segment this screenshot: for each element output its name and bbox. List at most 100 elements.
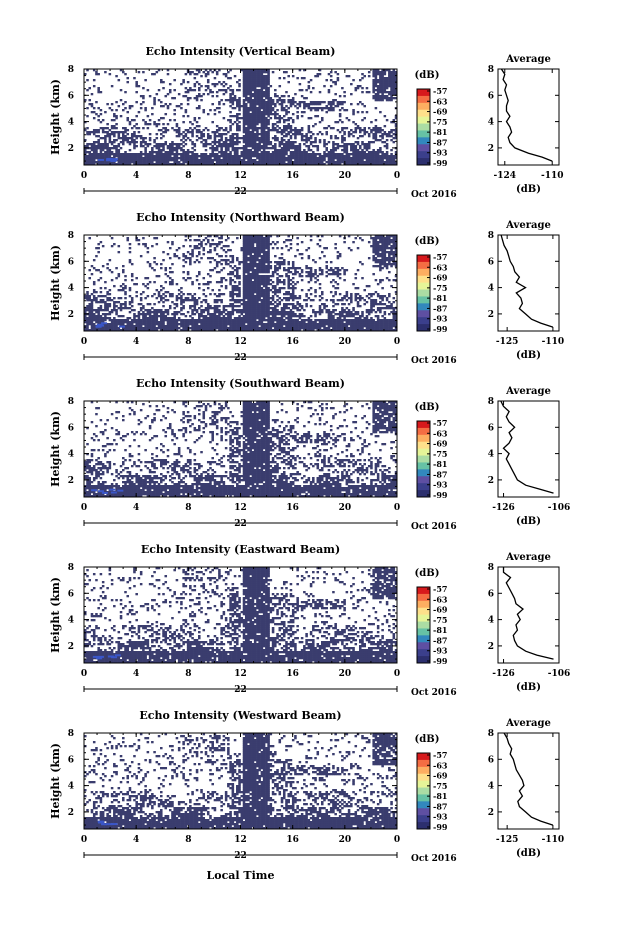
heatmap-cell [133, 141, 136, 144]
heatmap-cell [258, 303, 261, 306]
heatmap-cell [213, 133, 217, 136]
heatmap-cell [260, 129, 264, 132]
heatmap-cell [206, 137, 210, 140]
heatmap-cell [358, 135, 362, 138]
heatmap-cell [119, 137, 123, 140]
heatmap-cell [345, 159, 349, 162]
heatmap-cell [291, 157, 295, 160]
heatmap-cell [115, 325, 118, 328]
heatmap-cell [146, 329, 150, 332]
heatmap-cell [233, 155, 237, 158]
heatmap-cell [164, 295, 168, 298]
heatmap-cell [182, 115, 185, 118]
heatmap-cell [314, 123, 317, 126]
heatmap-cell [242, 107, 246, 110]
heatmap-cell [90, 161, 94, 164]
heatmap-cell [274, 289, 277, 292]
heatmap-cell [267, 303, 270, 306]
heatmap-cell [260, 275, 264, 278]
heatmap-cell [383, 89, 387, 92]
heatmap-cell [374, 71, 378, 74]
heatmap-cell [269, 155, 273, 158]
heatmap-cell [189, 89, 192, 92]
heatmap-cell [211, 323, 214, 326]
heatmap-cell [258, 263, 261, 266]
heatmap-cell [124, 321, 127, 324]
heatmap-cell [137, 85, 141, 88]
heatmap-cell [294, 105, 297, 108]
heatmap-cell [168, 317, 172, 320]
heatmap-cell [374, 93, 378, 96]
heatmap-cell [298, 163, 302, 166]
heatmap-cell [90, 311, 94, 314]
heatmap-cell [358, 157, 362, 160]
heatmap-cell [204, 323, 208, 326]
heatmap-cell [195, 329, 199, 332]
heatmap-cell [164, 317, 168, 320]
heatmap-cell [110, 327, 114, 330]
heatmap-cell [350, 145, 353, 148]
heatmap-cell [233, 141, 237, 144]
heatmap-cell [95, 327, 98, 330]
heatmap-cell [182, 293, 185, 296]
heatmap-cell [209, 317, 212, 320]
heatmap-cell [244, 141, 248, 144]
heatmap-cell [142, 127, 145, 130]
heatmap-cell [90, 305, 94, 308]
heatmap-cell [231, 159, 235, 162]
heatmap-cell [242, 261, 246, 264]
heatmap-cell [166, 317, 170, 320]
heatmap-cell [218, 157, 221, 160]
heatmap-cell [240, 163, 244, 166]
heatmap-cell [244, 151, 248, 154]
heatmap-cell [115, 147, 118, 150]
heatmap-cell [242, 257, 246, 260]
heatmap-cell [204, 149, 208, 152]
heatmap-cell [238, 109, 241, 112]
heatmap-cell [198, 71, 201, 74]
heatmap-cell [227, 163, 230, 166]
heatmap-cell [198, 273, 201, 276]
heatmap-cell [220, 237, 223, 240]
heatmap-cell [392, 141, 396, 144]
heatmap-cell [247, 287, 250, 290]
heatmap-cell [115, 127, 118, 130]
heatmap-cell [204, 75, 208, 78]
heatmap-cell [84, 325, 87, 328]
heatmap-cell [198, 105, 201, 108]
heatmap-cell [262, 113, 266, 116]
heatmap-cell [222, 245, 226, 248]
heatmap-cell [238, 137, 241, 140]
heatmap-cell [92, 111, 96, 114]
heatmap-cell [374, 89, 378, 92]
heatmap-cell [95, 135, 98, 138]
heatmap-cell [238, 147, 241, 150]
heatmap-cell [385, 81, 389, 84]
heatmap-cell [356, 143, 360, 146]
heatmap-cell [117, 329, 121, 332]
heatmap-cell [289, 153, 293, 156]
heatmap-cell [242, 117, 246, 120]
heatmap-cell [258, 311, 261, 314]
heatmap-cell [376, 131, 380, 134]
heatmap-cell [265, 323, 268, 326]
heatmap-cell [329, 157, 333, 160]
heatmap-cell [135, 291, 138, 294]
heatmap-cell [256, 251, 259, 254]
heatmap-cell [191, 299, 194, 302]
heatmap-cell [314, 159, 317, 162]
heatmap-cell [267, 291, 270, 294]
heatmap-cell [88, 157, 92, 160]
heatmap-cell [215, 265, 219, 268]
heatmap-cell [390, 131, 393, 134]
heatmap-cell [195, 327, 199, 330]
heatmap-cell [256, 133, 259, 136]
heatmap-cell [276, 317, 279, 320]
heatmap-cell [323, 151, 326, 154]
heatmap-cell [253, 289, 257, 292]
heatmap-cell [278, 127, 282, 130]
heatmap-cell [265, 243, 268, 246]
heatmap-cell [137, 303, 141, 306]
heatmap-cell [253, 135, 257, 138]
heatmap-cell [168, 319, 172, 322]
